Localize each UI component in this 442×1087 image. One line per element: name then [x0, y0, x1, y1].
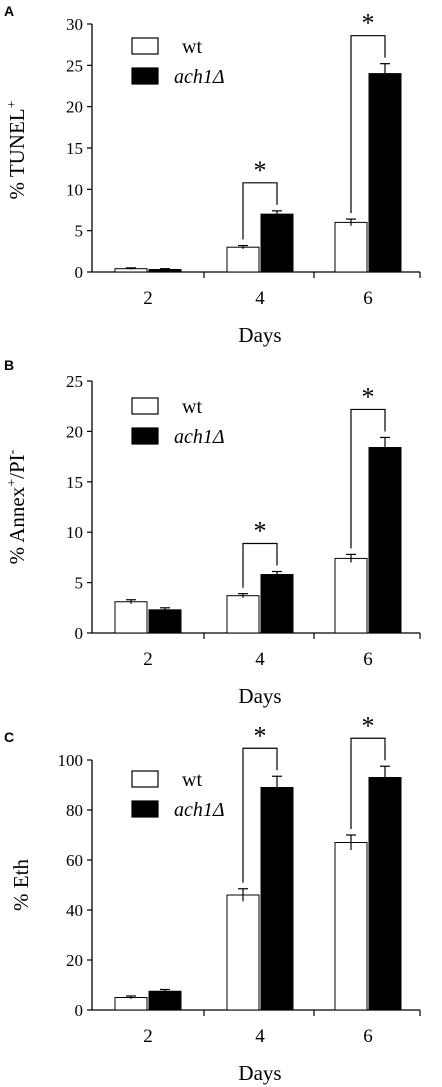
x-axis-label: Days — [238, 323, 281, 347]
x-tick-label: 4 — [255, 649, 265, 670]
legend-label: wt — [182, 396, 202, 418]
significance-bracket — [242, 542, 278, 588]
significance-star: * — [362, 711, 375, 740]
legend-swatch-ach1 — [131, 800, 159, 818]
y-tick-label: 15 — [66, 139, 83, 158]
bar-ach1 — [148, 990, 182, 1011]
y-axis-label-suffix: /PI — [5, 454, 29, 479]
x-tick-label: 6 — [363, 288, 373, 309]
significance-bracket — [242, 747, 278, 883]
x-tick-label: 6 — [363, 1026, 373, 1047]
y-tick-label: 30 — [66, 15, 83, 34]
y-tick-label: 5 — [75, 222, 84, 241]
significance-bracket — [350, 737, 386, 829]
y-axis-label-main: % Annex — [5, 486, 29, 564]
bar-ach1 — [260, 574, 294, 634]
legend-swatch-wt — [131, 770, 159, 788]
y-tick-label: 0 — [75, 1001, 84, 1020]
x-tick-label: 4 — [255, 1026, 265, 1047]
significance-bracket — [350, 408, 386, 549]
y-axis-label-superscript: - — [5, 449, 20, 454]
y-tick-label: 20 — [66, 422, 83, 441]
legend-label: ach1Δ — [174, 799, 225, 821]
legend-swatch-ach1 — [131, 67, 159, 85]
x-axis-label: Days — [238, 684, 281, 708]
y-axis-label-main: % TUNEL — [5, 108, 29, 199]
panel-letter: B — [4, 357, 14, 373]
significance-star: * — [362, 382, 375, 411]
y-tick-label: 10 — [66, 180, 83, 199]
bar-wt — [334, 557, 368, 634]
y-tick-label: 40 — [66, 901, 83, 920]
bar-ach1 — [260, 213, 294, 273]
y-tick-label: 15 — [66, 473, 83, 492]
bar-wt — [114, 997, 148, 1011]
y-tick-label: 80 — [66, 801, 83, 820]
significance-star: * — [254, 517, 267, 546]
legend-label: ach1Δ — [174, 426, 225, 448]
y-axis-label: % Annex+/PI- — [5, 449, 29, 564]
y-tick-label: 100 — [58, 751, 84, 770]
y-tick-label: 60 — [66, 851, 83, 870]
bar-ach1 — [368, 447, 402, 634]
legend-label: wt — [182, 36, 202, 58]
bar-ach1 — [148, 609, 182, 634]
y-tick-label: 0 — [75, 263, 84, 282]
significance-bracket — [350, 35, 386, 214]
panel-b: B 0 5 10 15 20 25 2 4 6 Days % Annex+/PI- * * wt ach1Δ — [4, 357, 421, 708]
bar-wt — [226, 894, 260, 1011]
significance-bracket — [242, 182, 278, 240]
y-tick-label: 20 — [66, 98, 83, 117]
y-axis-label-main: % Eth — [9, 859, 33, 911]
legend-swatch-ach1 — [131, 427, 159, 445]
y-tick-label: 20 — [66, 951, 83, 970]
bar-wt — [334, 221, 368, 273]
bar-ach1 — [368, 777, 402, 1011]
legend-label: ach1Δ — [174, 66, 225, 88]
bar-ach1 — [260, 787, 294, 1011]
x-tick-label: 4 — [255, 288, 265, 309]
y-tick-label: 5 — [75, 574, 84, 593]
x-tick-label: 2 — [143, 1026, 153, 1047]
y-axis-label: % Eth — [9, 859, 33, 911]
y-tick-label: 10 — [66, 523, 83, 542]
bar-ach1 — [368, 73, 402, 273]
panel-letter: A — [4, 3, 14, 19]
bar-wt — [226, 595, 260, 634]
legend-swatch-wt — [131, 37, 159, 55]
bar-wt — [114, 601, 148, 634]
x-tick-label: 2 — [143, 649, 153, 670]
y-axis-label-superscript: + — [5, 100, 20, 108]
panel-a: A 0 5 10 15 20 25 30 2 4 6 Days % TUNEL+ * * wt ach1Δ — [4, 3, 421, 347]
x-tick-label: 2 — [143, 288, 153, 309]
panel-letter: C — [4, 729, 14, 745]
y-tick-label: 25 — [66, 56, 83, 75]
legend-swatch-wt — [131, 397, 159, 415]
panel-c: C 0 20 40 60 80 100 2 4 6 Days % Eth * * wt ach1Δ — [4, 711, 421, 1085]
significance-star: * — [362, 9, 375, 38]
significance-star: * — [254, 156, 267, 185]
bar-wt — [226, 246, 260, 273]
significance-star: * — [254, 721, 267, 750]
legend-label: wt — [182, 769, 202, 791]
x-tick-label: 6 — [363, 649, 373, 670]
y-tick-label: 0 — [75, 624, 84, 643]
bar-wt — [334, 842, 368, 1011]
x-axis-label: Days — [238, 1061, 281, 1085]
y-axis-label: % TUNEL+ — [5, 100, 29, 199]
y-tick-label: 25 — [66, 372, 83, 391]
y-axis-label-superscript: + — [5, 479, 20, 487]
